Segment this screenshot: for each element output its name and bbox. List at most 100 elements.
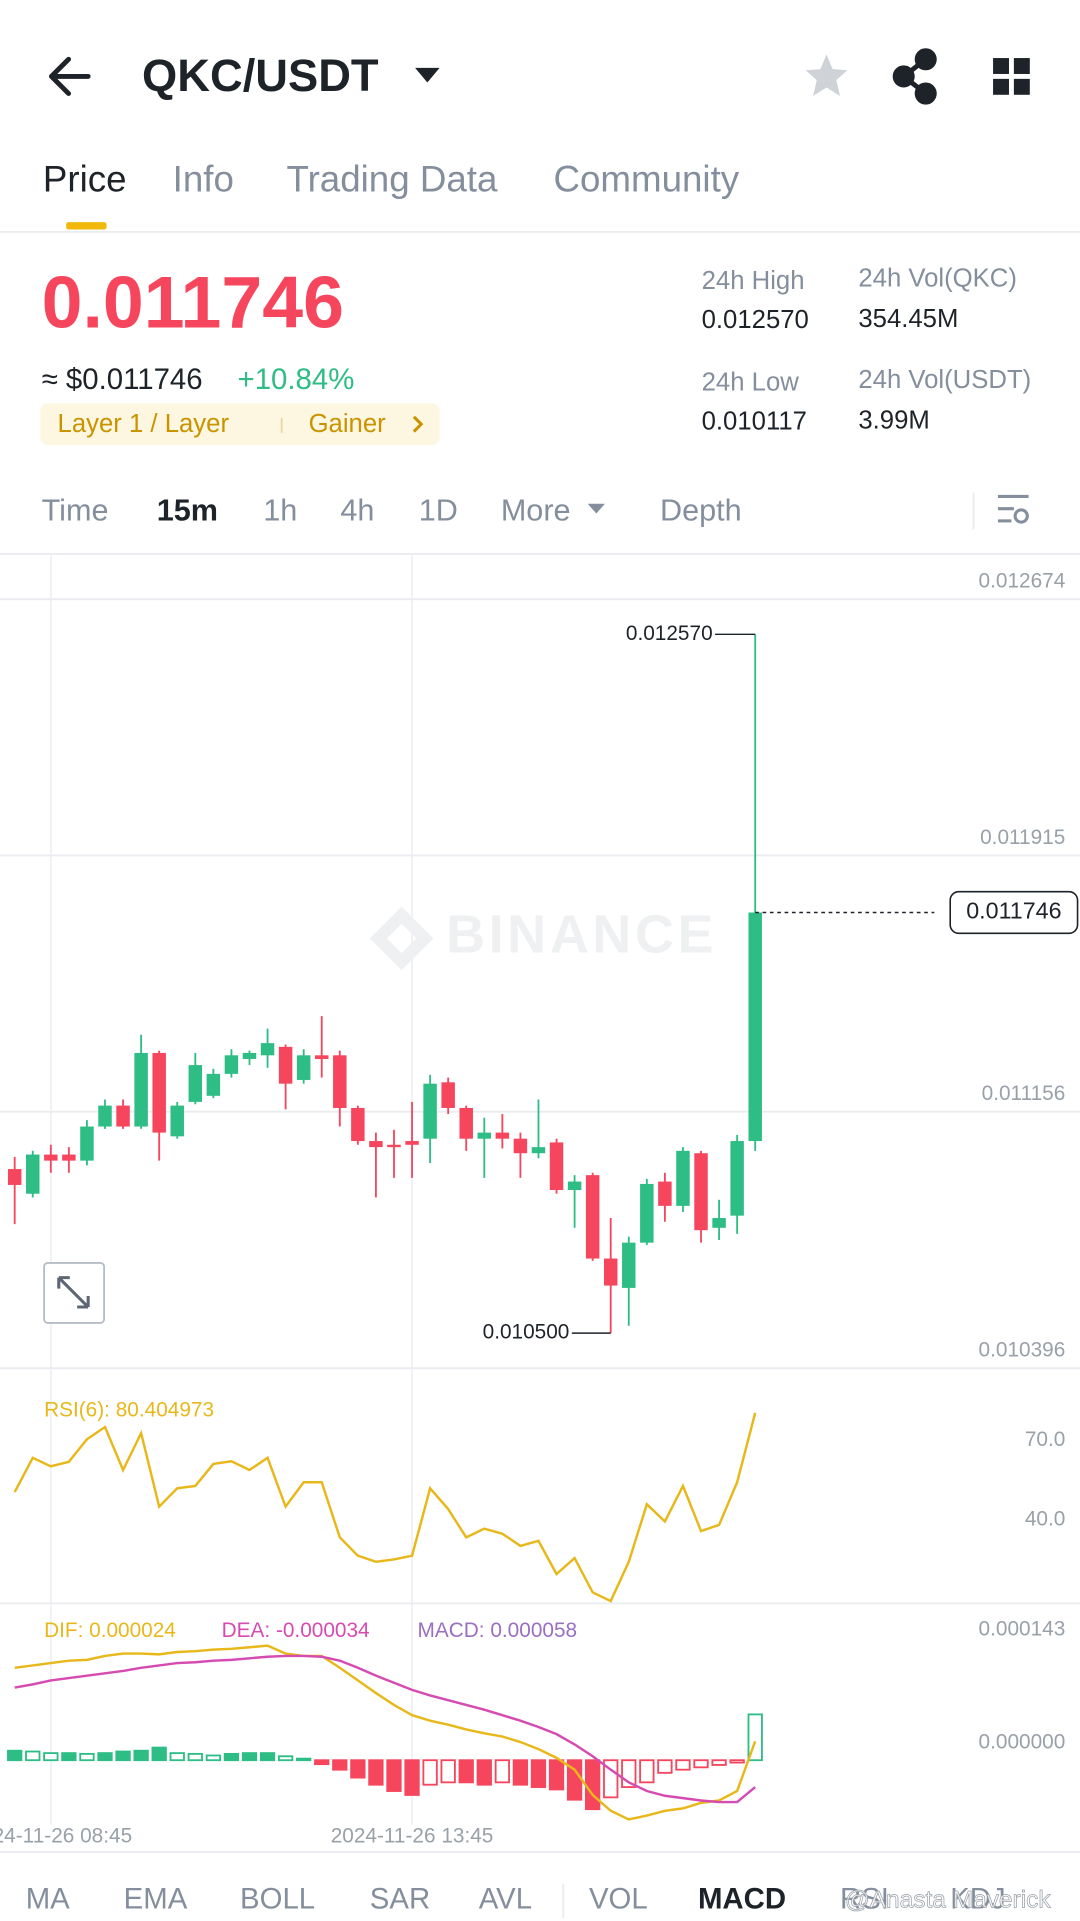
x-tick-label: 2024-11-26 08:45: [0, 1825, 132, 1848]
stat-value: 354.45M: [858, 305, 958, 333]
candle-body: [549, 1142, 564, 1191]
macd-bar: [187, 1752, 203, 1762]
dif-line: [14, 1644, 757, 1821]
tab-community[interactable]: Community: [553, 158, 739, 199]
indicator-tab[interactable]: SAR: [370, 1883, 430, 1916]
candle-body: [495, 1132, 510, 1139]
macd-bar: [404, 1759, 420, 1796]
chart-settings[interactable]: [997, 494, 1029, 524]
interval-more[interactable]: More: [501, 493, 571, 527]
macd-bar: [512, 1759, 529, 1786]
macd-bar: [169, 1752, 185, 1762]
macd-bar: [657, 1759, 673, 1774]
watermark: BINANCE: [446, 905, 717, 965]
macd-bar: [223, 1752, 240, 1762]
candle-body: [278, 1046, 293, 1084]
macd-label: MACD: 0.000058: [418, 1619, 578, 1642]
candle-body: [315, 1055, 329, 1060]
x-tick-label: 2024-11-26 13:45: [331, 1825, 494, 1848]
indicator-tab[interactable]: VOL: [589, 1883, 648, 1916]
candle-body: [333, 1055, 347, 1108]
candle-body: [658, 1181, 672, 1206]
macd-bar: [440, 1759, 456, 1784]
share-button[interactable]: [892, 48, 937, 105]
y-tick-label: 0.000143: [979, 1618, 1066, 1641]
interval[interactable]: 1h: [263, 493, 297, 527]
candle-body: [26, 1154, 40, 1194]
grid-menu[interactable]: [993, 58, 1030, 95]
macd-bar: [277, 1755, 294, 1762]
candle-body: [603, 1258, 618, 1286]
indicator-tab[interactable]: RSI: [840, 1883, 889, 1916]
candle-body: [531, 1147, 546, 1154]
interval[interactable]: 1D: [419, 493, 458, 527]
min-label: 0.010500: [483, 1321, 570, 1344]
macd-bar: [151, 1746, 167, 1762]
back-button[interactable]: [48, 56, 91, 97]
candle-body: [98, 1105, 112, 1127]
macd-bar: [585, 1759, 601, 1811]
pair-title[interactable]: QKC/USDT: [142, 50, 379, 101]
last-price: 0.011746: [42, 260, 344, 343]
indicator-tab[interactable]: BOLL: [240, 1883, 315, 1916]
macd-bar: [368, 1759, 384, 1786]
tag-gainer[interactable]: Gainer: [309, 410, 387, 438]
macd-bar: [296, 1757, 312, 1762]
candle-body: [369, 1141, 383, 1148]
indicator-tab[interactable]: MA: [26, 1883, 70, 1916]
indicator-tab[interactable]: AVL: [479, 1883, 532, 1916]
candle-body: [134, 1052, 148, 1127]
tab-trading-data[interactable]: Trading Data: [287, 158, 498, 199]
more-dropdown[interactable]: [587, 503, 605, 514]
macd-bar: [314, 1759, 330, 1766]
candle-body: [224, 1055, 239, 1074]
tag-box[interactable]: [40, 403, 440, 445]
macd-bar: [25, 1750, 41, 1762]
candle-body: [170, 1105, 184, 1137]
favorite-star[interactable]: [805, 54, 848, 97]
stat-label: 24h Vol(QKC): [858, 264, 1017, 292]
macd-bar: [693, 1759, 709, 1769]
indicator-tab-selected[interactable]: MACD: [698, 1883, 786, 1916]
macd-bar: [332, 1759, 348, 1771]
macd-bar: [494, 1759, 511, 1784]
kline-chart: 2024-11-26 08:45 2024-11-26 13:45 0.012674…: [0, 553, 1080, 1848]
macd-bar: [675, 1759, 691, 1771]
indicator-tab[interactable]: EMA: [124, 1883, 188, 1916]
expand-button[interactable]: [43, 1262, 105, 1324]
macd-bar: [729, 1759, 745, 1764]
macd-bar: [97, 1752, 113, 1762]
y-tick-label: 70.0: [1025, 1428, 1065, 1451]
candle-body: [242, 1052, 257, 1060]
y-tick-label: 0.010396: [979, 1339, 1066, 1362]
dif-label: DIF: 0.000024: [44, 1619, 176, 1642]
tab-price[interactable]: Price: [43, 158, 127, 199]
candle-body: [712, 1218, 726, 1228]
macd-bar: [530, 1759, 547, 1788]
interval[interactable]: Time: [42, 493, 109, 527]
macd-bar: [133, 1749, 149, 1762]
dea-line: [14, 1654, 756, 1804]
macd-bar: [422, 1759, 438, 1786]
interval-selected[interactable]: 15m: [157, 493, 218, 527]
stat-value: 0.010117: [702, 408, 807, 436]
candle-body: [513, 1138, 528, 1154]
tab-info[interactable]: Info: [173, 158, 234, 199]
candle-body: [477, 1132, 492, 1139]
candle-body: [405, 1141, 419, 1145]
tag-layer[interactable]: Layer 1 / Layer: [58, 410, 230, 438]
depth-tab[interactable]: Depth: [660, 493, 742, 527]
user-watermark: @Anasta Maverick: [845, 1886, 1051, 1913]
interval[interactable]: 4h: [340, 493, 374, 527]
macd-bar: [79, 1752, 95, 1762]
macd-bar: [548, 1759, 565, 1791]
stat-label: 24h Low: [702, 369, 800, 397]
candle-body: [62, 1154, 76, 1161]
macd-bar: [639, 1759, 655, 1784]
tag-chevron: [412, 415, 424, 433]
candle-body: [152, 1052, 166, 1133]
pair-dropdown[interactable]: [415, 67, 440, 83]
indicator-tab[interactable]: KDJ: [950, 1883, 1006, 1916]
